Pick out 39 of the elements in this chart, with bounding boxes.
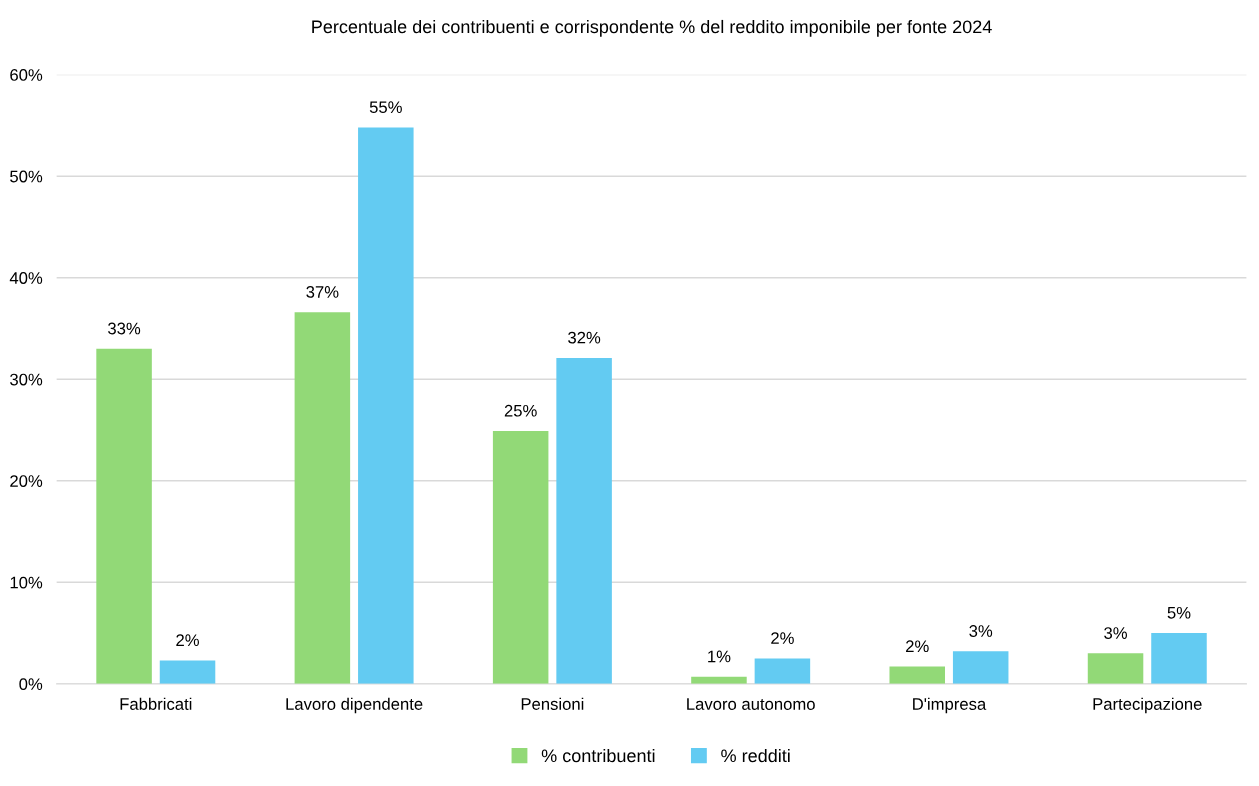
data-label: 32% — [568, 331, 601, 344]
data-label: 33% — [108, 322, 141, 335]
y-tick-label: 40% — [9, 272, 43, 284]
data-label: 5% — [1167, 606, 1191, 619]
bar — [159, 660, 216, 684]
data-label: 3% — [1104, 627, 1127, 639]
x-tick-label: Fabbricati — [120, 697, 192, 710]
chart-title: Percentuale dei contribuenti e corrispondente % del reddito imponibile per fonte 2024 — [312, 19, 992, 37]
data-label: 25% — [504, 404, 537, 417]
data-label: 3% — [969, 625, 993, 637]
y-tick-label: 20% — [10, 475, 43, 487]
bar — [294, 312, 351, 684]
data-label: 1% — [708, 650, 731, 663]
data-label: 2% — [771, 632, 794, 644]
bar — [492, 431, 549, 684]
y-tick-label: 60% — [10, 69, 43, 81]
x-tick-label: Partecipazione — [1093, 697, 1202, 714]
bar — [556, 357, 612, 684]
data-label: 55% — [369, 101, 402, 114]
y-tick-label: 50% — [10, 170, 43, 183]
y-tick-label: 10% — [10, 576, 43, 589]
x-tick-label: Lavoro dipendente — [286, 697, 423, 714]
bar — [1151, 633, 1207, 684]
y-tick-label: 30% — [10, 373, 43, 386]
y-tick-label: 0% — [19, 678, 43, 691]
bar — [358, 127, 414, 684]
data-label: 2% — [176, 634, 199, 646]
legend-label: % redditi — [721, 748, 790, 763]
bar — [952, 651, 1009, 684]
bar — [96, 348, 152, 684]
bar — [889, 666, 946, 684]
x-tick-label: D'impresa — [913, 697, 987, 714]
bar — [1087, 653, 1144, 684]
x-tick-label: Lavoro autonomo — [687, 698, 815, 710]
x-tick-label: Pensioni — [521, 697, 584, 710]
data-label: 37% — [306, 286, 339, 298]
legend-label: % contribuenti — [541, 748, 655, 763]
data-label: 2% — [906, 640, 929, 653]
bar — [754, 658, 811, 684]
